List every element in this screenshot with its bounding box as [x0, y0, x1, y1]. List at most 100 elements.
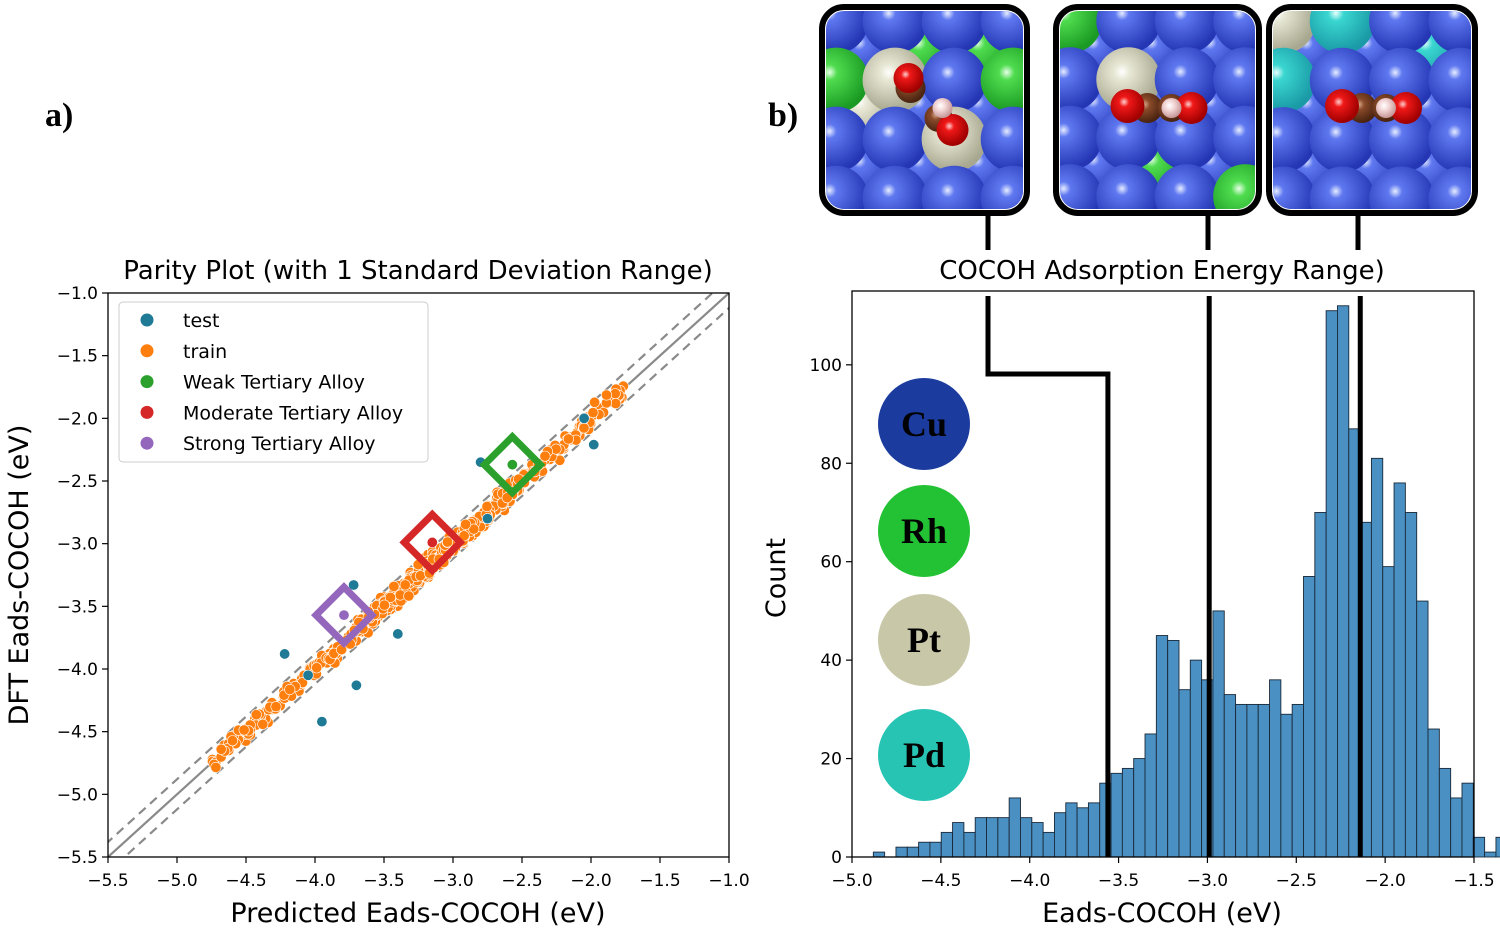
- histogram-bar: [1223, 694, 1237, 858]
- train-point: [587, 407, 599, 419]
- element-label-cu: Cu: [901, 404, 947, 444]
- test-point: [392, 628, 404, 640]
- alloy-diamond-2: [311, 582, 377, 649]
- train-point: [311, 662, 323, 674]
- histogram-x-axis-label: Eads-COCOH (eV): [1042, 898, 1282, 929]
- train-point: [481, 500, 493, 512]
- atom-cu: [1309, 107, 1376, 173]
- histogram-bar: [1280, 713, 1293, 858]
- histogram: COCOH Adsorption Energy Range) −5.0 −4.5−…: [761, 256, 1500, 929]
- structure-frame: [1266, 4, 1478, 216]
- histogram-bar: [1178, 689, 1191, 858]
- histogram-bar: [1133, 758, 1146, 858]
- train-point: [589, 396, 601, 408]
- test-point: [302, 669, 314, 681]
- train-point: [384, 591, 396, 603]
- legend-label: test: [183, 310, 220, 332]
- structure-2: [1266, 4, 1478, 216]
- train-point: [562, 433, 574, 445]
- alloy-diamond-1: [399, 509, 466, 576]
- y-tick-label: 20: [820, 750, 842, 770]
- atom-cu: [1428, 107, 1471, 173]
- train-point: [238, 724, 250, 736]
- structure-0: [819, 4, 1030, 216]
- atom-pd: [1309, 11, 1376, 54]
- train-point: [539, 450, 551, 462]
- structure-atoms: [1273, 11, 1471, 209]
- x-tick-label: −5.5: [87, 871, 128, 891]
- legend-label: Strong Tertiary Alloy: [183, 433, 375, 455]
- atom-cu: [1060, 164, 1103, 209]
- train-point: [460, 518, 472, 530]
- histogram-bar: [1314, 512, 1327, 858]
- y-tick-label: −3.5: [57, 597, 98, 617]
- histogram-bar: [1450, 797, 1463, 858]
- histogram-bar: [952, 822, 965, 858]
- atom-cu: [1213, 11, 1255, 54]
- histogram-bar: [1291, 703, 1304, 858]
- histogram-title: COCOH Adsorption Energy Range): [939, 256, 1384, 286]
- test-point: [588, 439, 600, 451]
- atom-cu: [1096, 164, 1161, 209]
- atom-cu: [1060, 47, 1103, 112]
- train-point: [284, 683, 296, 695]
- legend-marker: [140, 405, 154, 419]
- x-tick-label: −2.0: [1365, 871, 1406, 891]
- histogram-bar: [1472, 836, 1486, 858]
- atom-cu: [862, 165, 928, 209]
- y-tick-label: −3.0: [57, 535, 98, 555]
- histogram-y-ticks: 0 20 40 60 80 100: [810, 356, 852, 868]
- histogram-bar: [1008, 797, 1021, 858]
- y-tick-label: 0: [831, 848, 842, 868]
- structure-atoms: [1060, 11, 1255, 209]
- alloy-point-2: [338, 609, 350, 621]
- atom-rh: [1060, 11, 1103, 54]
- x-tick-label: −2.5: [501, 871, 542, 891]
- train-point: [388, 580, 400, 592]
- atom-cu: [826, 165, 869, 209]
- x-tick-label: −3.5: [363, 871, 404, 891]
- train-point: [215, 743, 227, 755]
- atom-rh: [826, 47, 869, 113]
- histogram-bar: [1189, 659, 1203, 858]
- histogram-bar: [1495, 836, 1500, 858]
- histogram-bar: [1337, 305, 1350, 858]
- legend-label: Moderate Tertiary Alloy: [183, 402, 403, 424]
- y-tick-label: −1.0: [57, 284, 98, 304]
- atom-cu: [1369, 11, 1435, 54]
- histogram-bar: [940, 831, 954, 858]
- x-tick-label: −4.0: [1009, 871, 1050, 891]
- test-point: [348, 579, 360, 591]
- atom-cu: [1273, 107, 1316, 173]
- y-tick-label: −1.5: [57, 347, 98, 367]
- atom-cu: [980, 11, 1023, 54]
- atom-rh: [1213, 164, 1255, 209]
- histogram-y-axis-label: Count: [761, 538, 792, 618]
- histogram-bar: [1087, 802, 1101, 858]
- histogram-bar: [1269, 679, 1282, 858]
- histogram-bar: [963, 831, 976, 858]
- parity-plot-marks: [108, 293, 729, 857]
- element-circle-pt: [878, 594, 970, 686]
- histogram-bar: [1461, 782, 1474, 858]
- histogram-bar: [1144, 733, 1157, 858]
- y-tick-label: −5.0: [57, 785, 98, 805]
- parity-plot-title: Parity Plot (with 1 Standard Deviation R…: [123, 256, 713, 286]
- histogram-bar: [974, 817, 987, 858]
- histogram-bar: [918, 841, 931, 858]
- test-point: [279, 648, 291, 660]
- atom-cu: [1428, 47, 1471, 114]
- atom-cu: [1154, 11, 1220, 54]
- train-point: [250, 709, 262, 721]
- atom-cu: [980, 165, 1023, 209]
- histogram-bar: [895, 846, 908, 858]
- atom-o: [893, 63, 924, 93]
- y-tick-label: 40: [820, 651, 842, 671]
- train-point: [210, 761, 222, 773]
- histogram-bar: [1325, 310, 1338, 858]
- element-legend: Cu Rh Pt Pd: [878, 378, 970, 801]
- x-tick-label: −1.5: [639, 871, 680, 891]
- histogram-bar: [1020, 817, 1033, 858]
- atom-cu: [1213, 105, 1255, 171]
